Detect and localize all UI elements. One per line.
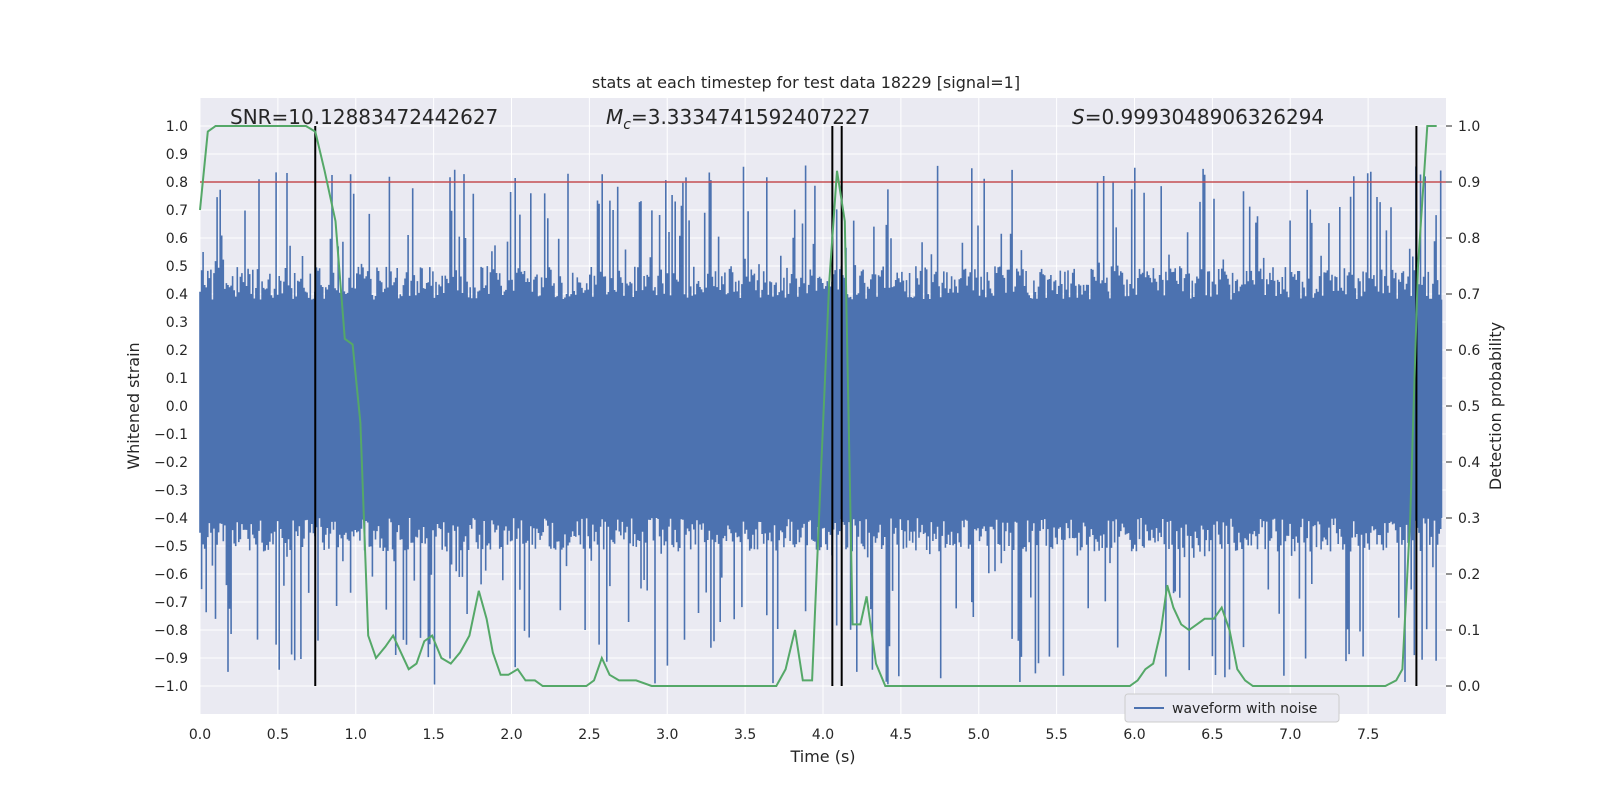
legend-frame bbox=[1124, 693, 1340, 723]
legend-waveform-label: waveform with noise bbox=[1172, 701, 1317, 717]
y2-tick-label: 0.2 bbox=[1458, 567, 1480, 583]
y-tick-label: −0.7 bbox=[154, 595, 188, 611]
y-tick-label: 0.4 bbox=[166, 287, 188, 303]
x-tick-label: 3.5 bbox=[734, 727, 756, 743]
annotations: SNR=10.12883472442627 Mc=3.3334741592407… bbox=[230, 105, 1324, 133]
probability-line bbox=[199, 125, 1437, 687]
y2-tick-label: 0.5 bbox=[1458, 399, 1480, 415]
x-tick-label: 1.0 bbox=[345, 727, 367, 743]
chirp-mass-subscript: c bbox=[623, 117, 631, 133]
vertical-markers bbox=[200, 126, 1446, 686]
y-tick-label: 0.9 bbox=[166, 147, 188, 163]
y2-tick-label: 0.9 bbox=[1458, 175, 1480, 191]
y-tick-label: 0.6 bbox=[166, 231, 188, 247]
y2-tick-label: 0.7 bbox=[1458, 287, 1480, 303]
y2-tick-label: 0.1 bbox=[1458, 623, 1480, 639]
y2-tick-label: 0.4 bbox=[1458, 455, 1480, 471]
y-tick-label: 0.5 bbox=[166, 259, 188, 275]
y2-tick-label: 0.8 bbox=[1458, 231, 1480, 247]
x-tick-label: 3.0 bbox=[656, 727, 678, 743]
chart-title: stats at each timestep for test data 182… bbox=[592, 73, 1020, 92]
x-tick-label: 2.5 bbox=[578, 727, 600, 743]
plot-area bbox=[199, 98, 1446, 714]
snr-annotation: SNR=10.12883472442627 bbox=[230, 105, 498, 129]
y-tick-label: 0.3 bbox=[166, 315, 188, 331]
y-tick-label: 0.8 bbox=[166, 175, 188, 191]
legend: waveform with noise bbox=[1124, 693, 1340, 723]
y-tick-label: 0.1 bbox=[166, 371, 188, 387]
y-tick-label: 0.2 bbox=[166, 343, 188, 359]
y-tick-label: −0.9 bbox=[154, 651, 188, 667]
x-axis-ticks: 0.0 0.5 1.0 1.5 2.0 2.5 3.0 3.5 4.0 4.5 5.0 5.5 6.0 6… bbox=[189, 727, 1379, 743]
y-tick-label: −0.4 bbox=[154, 511, 188, 527]
x-tick-label: 6.5 bbox=[1201, 727, 1223, 743]
y2-axis-label: Detection probability bbox=[1486, 322, 1505, 490]
y2-axis-ticks: 1.0 0.9 0.8 0.7 0.6 0.5 0.4 0.3 0.2 0.1 0.0 bbox=[1446, 119, 1480, 695]
x-tick-label: 4.5 bbox=[890, 727, 912, 743]
y-tick-label: −0.5 bbox=[154, 539, 188, 555]
y-tick-label: −0.2 bbox=[154, 455, 188, 471]
x-tick-label: 2.0 bbox=[500, 727, 522, 743]
y-tick-label: −0.1 bbox=[154, 427, 188, 443]
y-tick-label: 0.0 bbox=[166, 399, 188, 415]
x-tick-label: 4.0 bbox=[812, 727, 834, 743]
y2-tick-label: 0.3 bbox=[1458, 511, 1480, 527]
y-tick-label: −0.3 bbox=[154, 483, 188, 499]
x-axis-label: Time (s) bbox=[789, 747, 855, 766]
probability-series bbox=[199, 125, 1437, 687]
y-tick-label: −0.8 bbox=[154, 623, 188, 639]
waveform-line bbox=[199, 165, 1442, 685]
x-tick-label: 1.5 bbox=[422, 727, 444, 743]
s-annotation: S=0.9993048906326294 bbox=[1072, 105, 1324, 129]
y-tick-label: −0.6 bbox=[154, 567, 188, 583]
y-tick-label: 0.7 bbox=[166, 203, 188, 219]
y2-tick-label: 1.0 bbox=[1458, 119, 1480, 135]
chirp-mass-symbol: M bbox=[606, 105, 623, 129]
s-value: =0.9993048906326294 bbox=[1085, 105, 1324, 129]
y2-tick-label: 0.0 bbox=[1458, 679, 1480, 695]
x-tick-label: 7.5 bbox=[1357, 727, 1379, 743]
y-axis-ticks: 1.0 0.9 0.8 0.7 0.6 0.5 0.4 0.3 0.2 0.1 0.0 −0.1 −0.… bbox=[154, 119, 188, 695]
x-tick-label: 0.5 bbox=[267, 727, 289, 743]
s-symbol: S bbox=[1072, 105, 1085, 129]
y-axis-label: Whitened strain bbox=[124, 342, 143, 469]
x-tick-label: 7.0 bbox=[1279, 727, 1301, 743]
y2-tick-label: 0.6 bbox=[1458, 343, 1480, 359]
x-tick-label: 0.0 bbox=[189, 727, 211, 743]
chirp-mass-value: =3.3334741592407227 bbox=[631, 105, 870, 129]
x-tick-label: 5.5 bbox=[1045, 727, 1067, 743]
chirp-mass-annotation: Mc=3.3334741592407227 bbox=[606, 105, 870, 133]
x-tick-label: 5.0 bbox=[968, 727, 990, 743]
x-tick-label: 6.0 bbox=[1123, 727, 1145, 743]
y-tick-label: −1.0 bbox=[154, 679, 188, 695]
y-tick-label: 1.0 bbox=[166, 119, 188, 135]
